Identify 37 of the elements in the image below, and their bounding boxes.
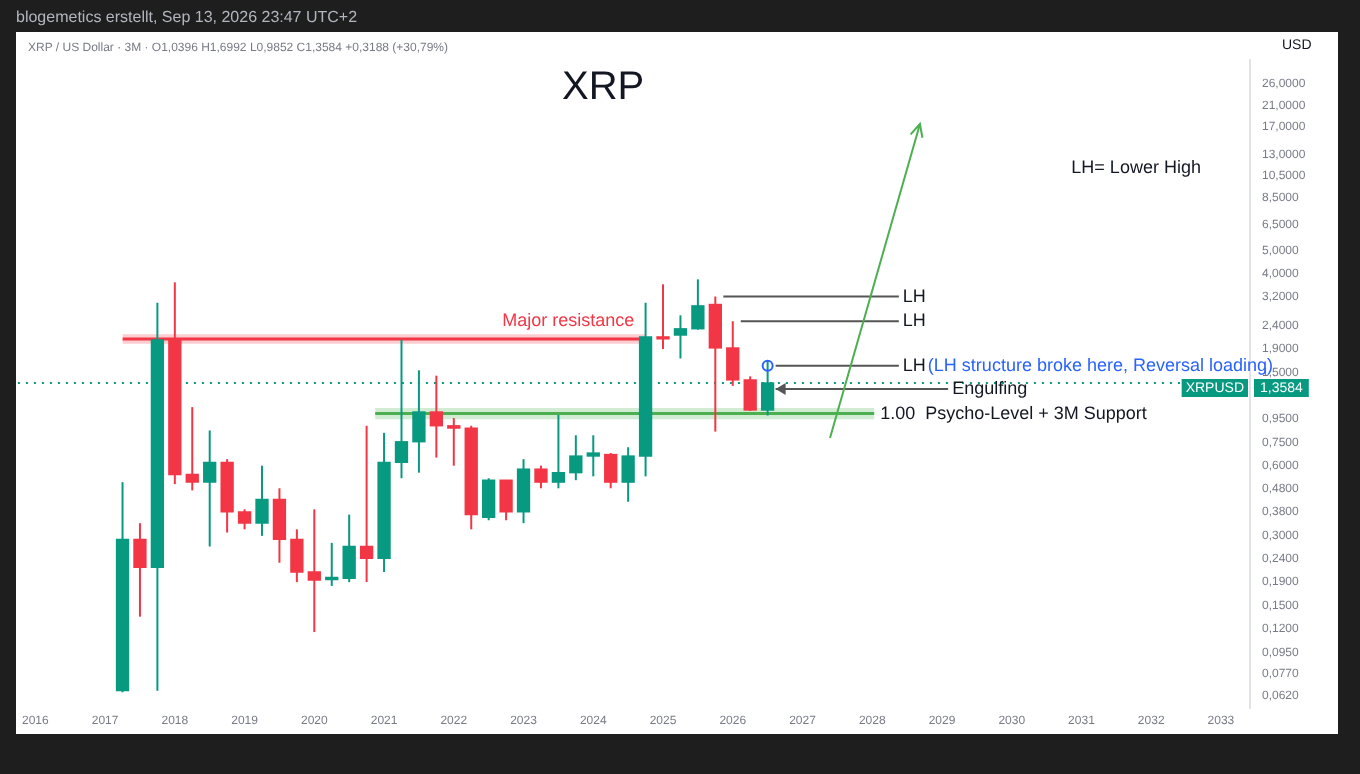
candlestick	[237, 508, 252, 531]
candlestick	[185, 406, 199, 492]
candlestick	[203, 429, 217, 548]
candlestick	[482, 477, 496, 522]
candlestick	[133, 522, 147, 618]
candlestick	[743, 375, 757, 412]
candlestick	[534, 464, 548, 490]
candlestick	[272, 487, 287, 564]
annotation: LH= Lower High	[1071, 156, 1201, 177]
candlestick	[307, 508, 321, 634]
candlestick	[429, 374, 444, 459]
candlestick	[621, 446, 635, 503]
candlestick	[359, 424, 374, 584]
band-label: 1.00 Psycho-Level + 3M Support	[880, 402, 1148, 423]
annotation: LH	[902, 285, 926, 306]
text: blogemetics erstellt, Sep 13, 2026 23:47 UTC+2	[16, 8, 358, 26]
candlestick	[656, 283, 670, 350]
annotation: LH	[902, 310, 926, 331]
candlestick	[551, 413, 566, 490]
candlestick	[708, 295, 722, 433]
band-label: Major resistance	[502, 310, 635, 331]
candlestick	[447, 417, 461, 467]
candlestick	[691, 278, 705, 331]
candlestick	[726, 320, 740, 387]
candlestick	[586, 434, 600, 478]
candlestick	[516, 458, 531, 525]
chart-title: XRP	[562, 65, 645, 110]
candlestick	[255, 464, 269, 537]
candlestick	[290, 528, 304, 584]
annotation: LH	[902, 354, 926, 375]
candlestick	[499, 479, 513, 522]
candlestick	[673, 314, 688, 360]
candlestick	[342, 513, 356, 584]
candlestick	[604, 452, 618, 490]
candlestick	[569, 434, 583, 482]
annotation: Engulfing	[952, 377, 1028, 398]
candlestick	[412, 369, 426, 474]
